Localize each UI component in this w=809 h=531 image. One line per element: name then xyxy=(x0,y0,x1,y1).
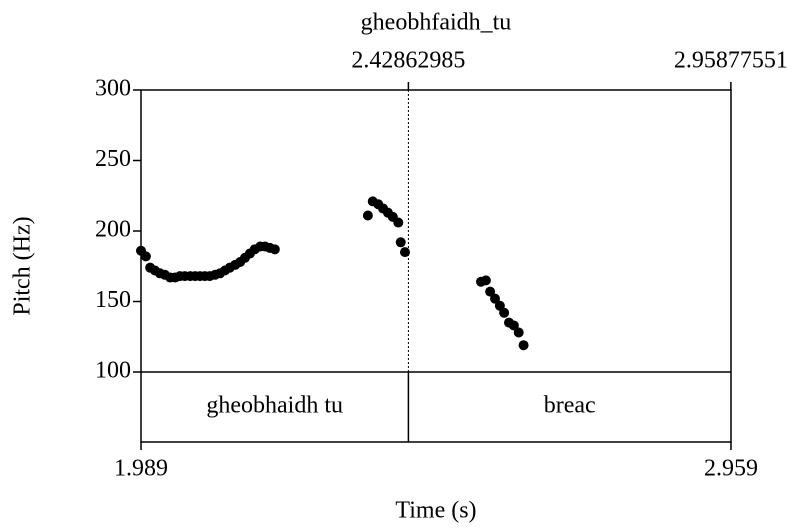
y-tick-label: 200 xyxy=(95,217,131,243)
top-tick-label: 2.95877551 xyxy=(674,48,788,74)
pitch-point xyxy=(269,244,280,255)
pitch-point xyxy=(480,275,491,286)
pitch-point xyxy=(485,286,496,297)
top-title: gheobhfaidh_tu xyxy=(361,10,512,36)
pitch-point xyxy=(490,293,500,304)
top-tick-label: 2.42862985 xyxy=(351,48,465,74)
tier-label: gheobhaidh tu xyxy=(206,393,343,419)
x-tick-label: 2.959 xyxy=(704,456,758,482)
tier-label: breac xyxy=(544,393,596,419)
pitch-point xyxy=(518,340,529,351)
x-tick-label: 1.989 xyxy=(114,456,168,482)
y-tick-label: 100 xyxy=(95,358,131,384)
pitch-point xyxy=(393,217,404,228)
pitch-point xyxy=(395,237,406,248)
plot-frame xyxy=(140,89,732,443)
y-tick-label: 250 xyxy=(95,146,131,172)
y-tick-label: 300 xyxy=(95,76,131,102)
pitch-point xyxy=(499,307,510,318)
pitch-point xyxy=(140,251,151,262)
y-tick-label: 150 xyxy=(95,287,131,313)
pitch-point xyxy=(513,327,524,338)
pitch-point xyxy=(399,247,410,258)
pitch-point xyxy=(362,210,373,221)
pitch-point xyxy=(508,320,519,331)
y-axis-label: Pitch (Hz) xyxy=(10,216,36,315)
x-axis-label: Time (s) xyxy=(395,498,476,524)
